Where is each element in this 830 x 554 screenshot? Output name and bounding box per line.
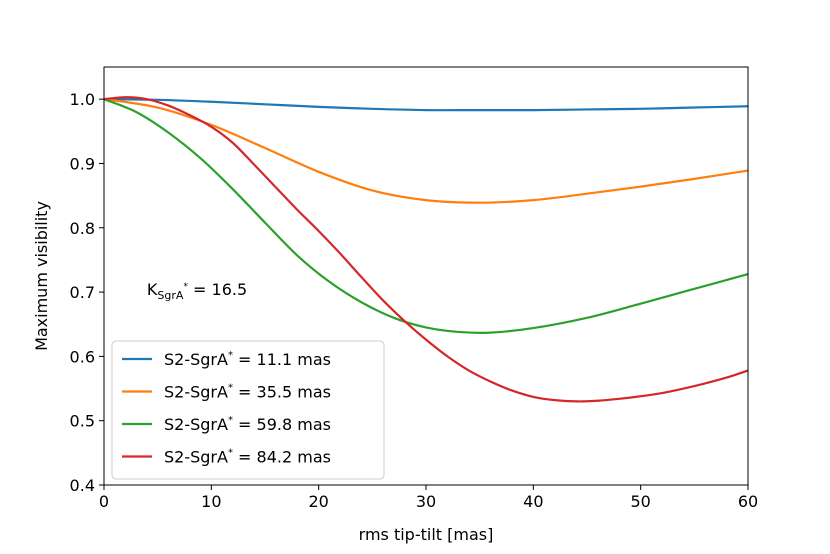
y-tick-label: 0.8 [70, 219, 95, 238]
legend-entry: S2-SgrA* = 35.5 mas [122, 383, 331, 402]
x-axis-label: rms tip-tilt [mas] [359, 525, 494, 544]
x-tick-label: 0 [99, 492, 109, 511]
series-line-2 [104, 98, 748, 204]
legend-box [111, 340, 385, 480]
annotation-main: K [147, 280, 158, 299]
x-tick-label: 50 [630, 492, 650, 511]
legend-label: S2-SgrA* = 11.1 mas [164, 350, 331, 369]
y-tick-label: 0.9 [70, 154, 95, 173]
annotation-subscript: SgrA [157, 289, 183, 302]
legend-prefix: S2-SgrA [164, 415, 228, 434]
legend-suffix: = 35.5 mas [233, 383, 331, 402]
plot-content [104, 96, 748, 403]
legend-star: * [228, 350, 233, 361]
legend-prefix: S2-SgrA [164, 383, 228, 402]
y-tick-label: 0.5 [70, 412, 95, 431]
y-tick-label: 0.7 [70, 283, 95, 302]
x-tick-label: 40 [523, 492, 543, 511]
y-tick-label: 0.4 [70, 476, 95, 495]
x-tick-label: 10 [201, 492, 221, 511]
legend-entry: S2-SgrA* = 59.8 mas [122, 415, 331, 434]
legend-suffix: = 84.2 mas [233, 448, 331, 467]
legend-suffix: = 11.1 mas [233, 350, 331, 369]
annotation-superscript: * [183, 282, 188, 292]
y-tick-label: 0.6 [70, 347, 95, 366]
legend-star: * [228, 415, 233, 426]
legend-label: S2-SgrA* = 84.2 mas [164, 448, 331, 467]
legend-suffix: = 59.8 mas [233, 415, 331, 434]
legend-star: * [228, 383, 233, 394]
series-line-3 [104, 98, 748, 334]
legend-star: * [228, 448, 233, 459]
ticks: 0 10 20 30 40 50 60 0.4 0.5 0.6 0.7 0.8 0.9 1.0 [70, 90, 759, 511]
legend-label: S2-SgrA* = 59.8 mas [164, 415, 331, 434]
legend-entry: S2-SgrA* = 84.2 mas [122, 448, 331, 467]
x-tick-label: 60 [738, 492, 758, 511]
legend-entry: S2-SgrA* = 11.1 mas [122, 350, 331, 369]
legend-label: S2-SgrA* = 35.5 mas [164, 383, 331, 402]
legend-prefix: S2-SgrA [164, 350, 228, 369]
y-tick-label: 1.0 [70, 90, 95, 109]
annotation-rest: = 16.5 [188, 280, 247, 299]
series-line-1 [104, 98, 748, 112]
legend-prefix: S2-SgrA [164, 448, 228, 467]
x-tick-label: 20 [308, 492, 328, 511]
y-axis-label: Maximum visibility [32, 201, 51, 351]
x-tick-label: 30 [416, 492, 436, 511]
k-magnitude-annotation: KSgrA* = 16.5 [147, 280, 247, 302]
series-line-4 [104, 96, 748, 403]
